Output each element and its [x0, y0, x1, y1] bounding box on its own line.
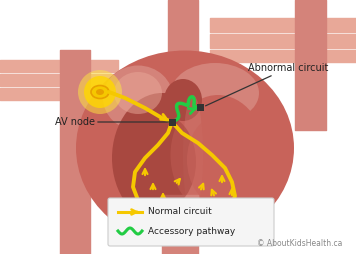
Ellipse shape	[171, 95, 266, 215]
Ellipse shape	[164, 79, 202, 121]
Ellipse shape	[112, 93, 212, 223]
Ellipse shape	[156, 204, 210, 232]
Ellipse shape	[187, 116, 249, 204]
Ellipse shape	[76, 51, 294, 246]
Circle shape	[78, 70, 122, 114]
Ellipse shape	[171, 63, 259, 123]
Bar	[197, 103, 204, 110]
Bar	[168, 119, 176, 125]
Ellipse shape	[96, 89, 104, 95]
Circle shape	[84, 76, 116, 108]
Text: Abnormal circuit: Abnormal circuit	[205, 63, 328, 106]
Text: Normal circuit: Normal circuit	[148, 208, 212, 216]
Ellipse shape	[183, 95, 203, 215]
Text: © AboutKidsHealth.ca: © AboutKidsHealth.ca	[257, 239, 343, 248]
Ellipse shape	[103, 66, 173, 131]
Ellipse shape	[114, 72, 162, 114]
Ellipse shape	[91, 86, 109, 99]
Ellipse shape	[128, 115, 196, 210]
Text: AV node: AV node	[55, 117, 169, 127]
FancyBboxPatch shape	[108, 198, 274, 246]
Text: Accessory pathway: Accessory pathway	[148, 227, 235, 235]
